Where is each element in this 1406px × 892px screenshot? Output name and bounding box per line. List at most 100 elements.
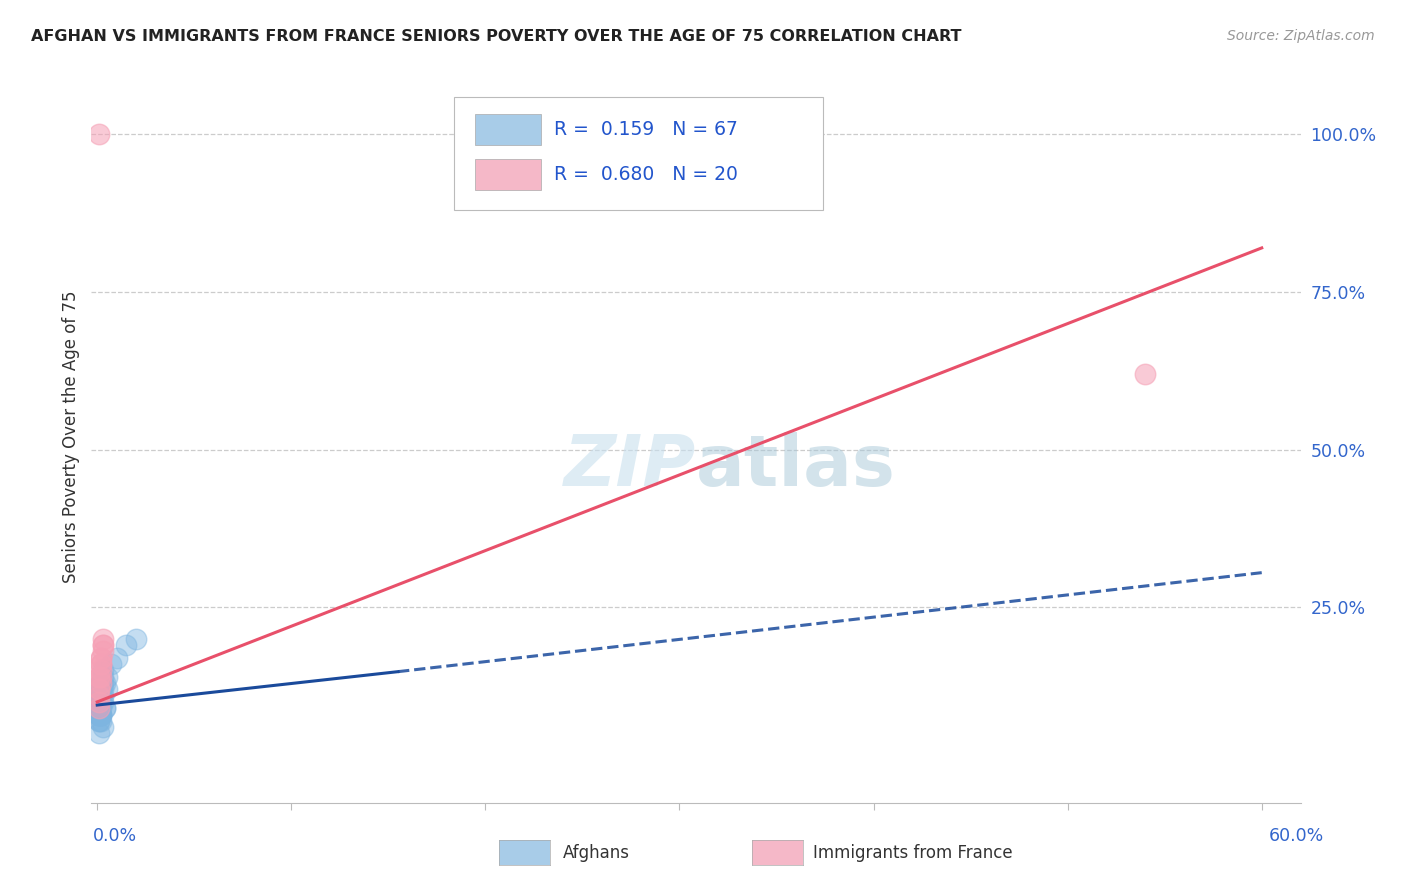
Point	[89, 695, 111, 709]
Point	[90, 682, 112, 697]
Text: Afghans: Afghans	[562, 844, 630, 862]
Y-axis label: Seniors Poverty Over the Age of 75: Seniors Poverty Over the Age of 75	[62, 291, 80, 583]
Point	[89, 726, 111, 740]
Point	[90, 689, 112, 703]
Point	[89, 701, 111, 715]
Point	[90, 657, 112, 671]
Point	[91, 644, 114, 658]
Point	[89, 695, 111, 709]
Point	[89, 714, 111, 728]
Text: R =  0.159   N = 67: R = 0.159 N = 67	[554, 120, 738, 138]
Point	[90, 714, 112, 728]
Point	[89, 707, 111, 722]
Point	[91, 632, 114, 646]
Point	[89, 695, 111, 709]
Point	[90, 701, 112, 715]
Point	[89, 689, 111, 703]
Point	[89, 695, 111, 709]
Point	[89, 707, 111, 722]
Point	[89, 701, 111, 715]
Point	[90, 707, 112, 722]
Text: atlas: atlas	[696, 432, 896, 500]
Text: ZIP: ZIP	[564, 432, 696, 500]
Text: 0.0%: 0.0%	[93, 827, 138, 845]
Point	[89, 682, 111, 697]
Point	[90, 689, 112, 703]
Text: AFGHAN VS IMMIGRANTS FROM FRANCE SENIORS POVERTY OVER THE AGE OF 75 CORRELATION : AFGHAN VS IMMIGRANTS FROM FRANCE SENIORS…	[31, 29, 962, 44]
FancyBboxPatch shape	[454, 97, 823, 211]
FancyBboxPatch shape	[475, 114, 541, 145]
Point	[90, 670, 112, 684]
Point	[91, 682, 114, 697]
Point	[89, 701, 111, 715]
Point	[89, 695, 111, 709]
Point	[90, 682, 112, 697]
Point	[96, 670, 118, 684]
Point	[105, 650, 128, 665]
Point	[90, 676, 112, 690]
Point	[90, 707, 112, 722]
Point	[89, 695, 111, 709]
Point	[91, 664, 114, 678]
Point	[90, 682, 112, 697]
Text: Immigrants from France: Immigrants from France	[813, 844, 1012, 862]
FancyBboxPatch shape	[475, 159, 541, 190]
Point	[91, 670, 114, 684]
Point	[125, 632, 148, 646]
Point	[89, 689, 111, 703]
Point	[90, 707, 112, 722]
Point	[89, 707, 111, 722]
Point	[115, 638, 138, 652]
Point	[1135, 367, 1157, 381]
Point	[90, 682, 112, 697]
Point	[89, 128, 111, 142]
Point	[91, 638, 114, 652]
Point	[89, 695, 111, 709]
Point	[89, 707, 111, 722]
Point	[89, 695, 111, 709]
Point	[91, 689, 114, 703]
Point	[89, 689, 111, 703]
Point	[89, 707, 111, 722]
Text: Source: ZipAtlas.com: Source: ZipAtlas.com	[1227, 29, 1375, 43]
Point	[89, 701, 111, 715]
Point	[91, 695, 114, 709]
Point	[89, 701, 111, 715]
Point	[89, 695, 111, 709]
Point	[90, 689, 112, 703]
Point	[90, 657, 112, 671]
Point	[94, 676, 117, 690]
Text: 60.0%: 60.0%	[1268, 827, 1324, 845]
Point	[91, 720, 114, 734]
Point	[89, 701, 111, 715]
Point	[89, 695, 111, 709]
Point	[90, 689, 112, 703]
Point	[90, 682, 112, 697]
Point	[94, 701, 117, 715]
Text: R =  0.680   N = 20: R = 0.680 N = 20	[554, 165, 738, 184]
Point	[90, 695, 112, 709]
Point	[90, 689, 112, 703]
Point	[90, 676, 112, 690]
Point	[89, 714, 111, 728]
Point	[100, 657, 122, 671]
Point	[91, 676, 114, 690]
Point	[91, 638, 114, 652]
Point	[90, 689, 112, 703]
Point	[89, 670, 111, 684]
Point	[90, 676, 112, 690]
Point	[90, 695, 112, 709]
Point	[94, 701, 117, 715]
Point	[90, 689, 112, 703]
Point	[90, 676, 112, 690]
Point	[89, 682, 111, 697]
Point	[90, 650, 112, 665]
Point	[90, 650, 112, 665]
Point	[89, 695, 111, 709]
Point	[90, 664, 112, 678]
Point	[89, 682, 111, 697]
Point	[89, 701, 111, 715]
Point	[96, 682, 118, 697]
Point	[89, 670, 111, 684]
Point	[89, 701, 111, 715]
